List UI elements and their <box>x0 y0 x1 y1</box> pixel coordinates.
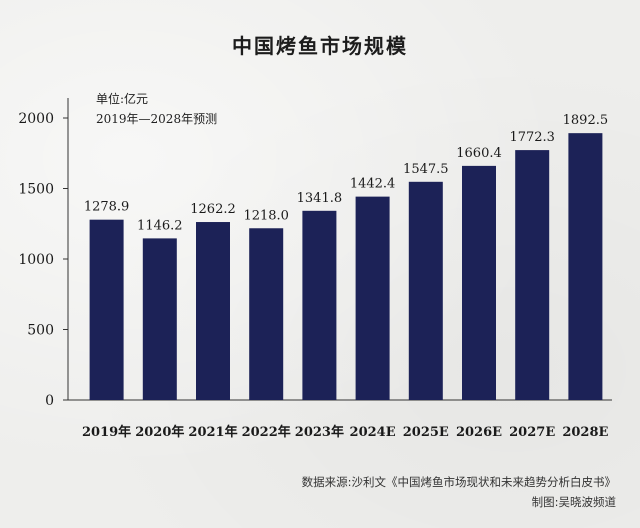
bar <box>355 196 390 400</box>
x-tick-label: 2027E <box>509 425 555 440</box>
bar <box>249 228 284 400</box>
bar <box>302 210 337 400</box>
bar <box>515 150 550 400</box>
period-label: 2019年—2028年预测 <box>96 112 218 126</box>
bar-value-label: 1341.8 <box>297 191 343 206</box>
bar-value-label: 1547.5 <box>403 162 449 177</box>
bar <box>89 219 124 400</box>
source-note: 数据来源:沙利文《中国烤鱼市场现状和未来趋势分析白皮书》 <box>301 475 616 489</box>
bar <box>462 165 496 400</box>
bar-value-label: 1262.2 <box>190 202 236 217</box>
unit-label: 单位:亿元 <box>96 92 149 106</box>
x-tick-label: 2020年 <box>135 424 184 440</box>
bar <box>196 222 230 400</box>
bar <box>142 238 177 400</box>
x-tick-label: 2023年 <box>295 424 344 440</box>
bar-value-label: 1278.9 <box>84 200 130 215</box>
bar-value-label: 1892.5 <box>563 113 609 128</box>
y-tick-label: 0 <box>45 393 54 409</box>
x-tick-label: 2026E <box>456 425 502 440</box>
maker-note: 制图:吴晓波频道 <box>531 495 616 509</box>
x-tick-label: 2021年 <box>188 424 237 440</box>
y-tick-label: 1500 <box>18 182 54 198</box>
y-tick-label: 2000 <box>18 111 54 127</box>
y-tick-label: 500 <box>27 323 54 339</box>
bar-value-label: 1146.2 <box>137 218 183 233</box>
bar-value-label: 1442.4 <box>350 177 396 192</box>
bar-value-label: 1772.3 <box>509 130 555 145</box>
x-tick-label: 2024E <box>350 425 396 440</box>
chart-title: 中国烤鱼市场规模 <box>232 34 408 58</box>
bar-value-label: 1218.0 <box>243 208 289 223</box>
y-tick-label: 1000 <box>18 252 54 268</box>
x-tick-label: 2025E <box>403 425 449 440</box>
x-tick-label: 2022年 <box>242 424 291 440</box>
bar <box>408 181 443 400</box>
x-tick-label: 2019年 <box>82 424 131 440</box>
bar <box>568 133 603 400</box>
bar-value-label: 1660.4 <box>456 146 502 161</box>
x-tick-label: 2028E <box>562 425 608 440</box>
